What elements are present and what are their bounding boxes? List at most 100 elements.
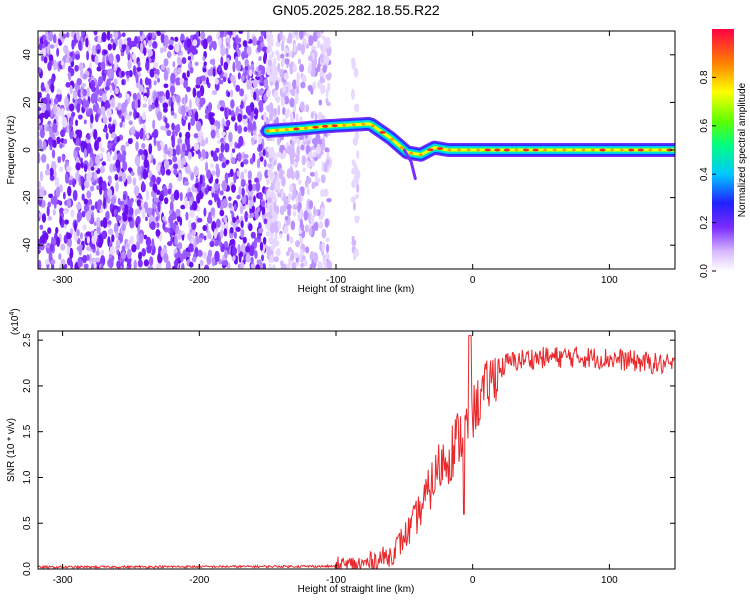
spectrogram-cell: [289, 236, 294, 244]
spectrogram-cell: [218, 79, 224, 85]
spectral-ridge-peak: [370, 124, 375, 128]
spectrogram-cell: [324, 147, 330, 153]
spectrogram-cell: [225, 159, 230, 165]
spectrogram-cell: [241, 51, 246, 60]
spectrogram-cell: [322, 35, 326, 41]
spectrogram-cell: [154, 73, 159, 80]
spectrogram-cell: [171, 148, 177, 157]
spectrogram-cell: [152, 95, 156, 101]
spectrogram-cell: [131, 244, 137, 253]
spectrogram-cell: [50, 110, 54, 118]
spectrogram-cell: [141, 248, 146, 257]
spectrogram-cell: [160, 165, 164, 173]
spectrogram-cell: [66, 237, 72, 249]
spectrogram-cell: [39, 170, 43, 182]
spectrogram-cell: [299, 248, 304, 258]
spectrogram-cell: [306, 186, 310, 196]
spectrogram-cell: [48, 31, 54, 42]
spectrogram-cell: [38, 238, 41, 245]
spectral-ridge-peak: [275, 128, 280, 132]
spectrogram-cell: [260, 254, 265, 262]
spectrogram-cell: [153, 80, 157, 86]
spectrogram-cell: [50, 263, 55, 269]
spectrogram-cell: [94, 54, 99, 65]
spectrogram-cell: [106, 151, 111, 163]
spectrogram-cell: [211, 170, 216, 176]
spectrogram-cell: [77, 98, 83, 104]
spectrogram-cell: [151, 190, 155, 198]
colorbar-ticks: 0.0 0.2 0.4 0.6 0.8: [699, 70, 716, 278]
spectrogram-cell: [97, 34, 102, 44]
colorbar-gradient: [712, 29, 734, 271]
spectrogram-cell: [268, 46, 273, 53]
spectrogram-cell: [311, 64, 315, 71]
spectrogram-cell: [229, 227, 234, 234]
snr-y-tick-label: 1.5: [22, 424, 33, 438]
spectrogram-cell: [115, 239, 121, 247]
spectrogram-cell: [175, 144, 181, 156]
spectrogram-cell: [214, 78, 219, 85]
spectrogram-cell: [86, 50, 90, 61]
spectrogram-cell: [320, 174, 326, 184]
spectrogram-cell: [276, 54, 281, 62]
spectrogram-cell: [183, 80, 188, 89]
spectrogram-cell: [138, 233, 144, 244]
snr-panel: -300 -200 -100 0 100 0.0 0.5 1.0 1.5 2.0 2.5 Heig…: [6, 308, 676, 595]
spectrogram-cell: [89, 171, 93, 179]
spectrogram-cell: [67, 185, 72, 197]
spectrogram-cell: [186, 86, 191, 93]
spectrogram-cell: [283, 225, 289, 234]
spectrogram-cell: [303, 210, 309, 221]
spectrogram-cell: [181, 143, 186, 153]
spectrogram-cell: [354, 103, 359, 113]
spectrogram-cell: [247, 170, 253, 181]
spectrogram-cell: [282, 106, 286, 116]
spectrogram-cell: [273, 159, 277, 166]
spectrogram-cell: [243, 126, 248, 133]
spectrogram-cell: [60, 129, 66, 138]
spectrogram-cell: [53, 103, 57, 115]
spectrogram-cell: [124, 204, 129, 215]
spectrogram-cell: [166, 129, 172, 137]
spectrogram-cell: [49, 44, 55, 49]
spectrogram-cell: [47, 215, 53, 221]
spectrogram-cell: [239, 88, 245, 97]
spectrogram-cell: [177, 229, 182, 241]
spectrogram-cell: [269, 113, 273, 122]
spectrogram-cell: [245, 254, 251, 263]
spectrogram-cell: [49, 175, 55, 181]
spectrogram-cell: [128, 111, 133, 116]
spectrogram-cell: [188, 220, 192, 230]
spectrogram-cell: [225, 119, 231, 127]
spectrogram-cell: [126, 175, 132, 185]
spectrogram-cell: [173, 113, 177, 119]
spectrogram-cell: [297, 58, 302, 65]
spectrogram-cell: [236, 219, 241, 224]
spectrogram-cell: [300, 189, 305, 197]
spectrogram-cell: [276, 180, 281, 190]
spectrogram-cell: [99, 165, 105, 174]
spectrogram-cell: [155, 215, 160, 222]
snr-y-tick-label: 0.5: [22, 516, 33, 530]
spectrogram-cell: [74, 64, 79, 72]
spectrogram-cell: [323, 188, 329, 197]
spectral-ridge-peak: [562, 148, 567, 152]
spectrogram-cell: [96, 66, 102, 72]
spectrogram-cell: [41, 86, 46, 92]
spectral-ridge-peak: [399, 146, 404, 150]
spectral-ridge-peak: [514, 148, 519, 152]
spectrogram-cell: [189, 66, 194, 74]
spectrogram-cell: [293, 42, 297, 53]
spectrogram-x-tick-label: -100: [326, 275, 346, 286]
spectrogram-cell: [188, 200, 193, 206]
spectrogram-cell: [52, 209, 56, 216]
spectrogram-cell: [218, 258, 222, 265]
spectrogram-cell: [132, 92, 137, 101]
spectral-ridge-peak: [447, 148, 452, 152]
spectrogram-cell: [128, 207, 134, 216]
spectrogram-cell: [288, 63, 293, 69]
spectrogram-cell: [168, 96, 172, 107]
spectrogram-cell: [266, 231, 271, 237]
spectrogram-cell: [121, 102, 127, 113]
spectrogram-cell: [116, 260, 121, 269]
